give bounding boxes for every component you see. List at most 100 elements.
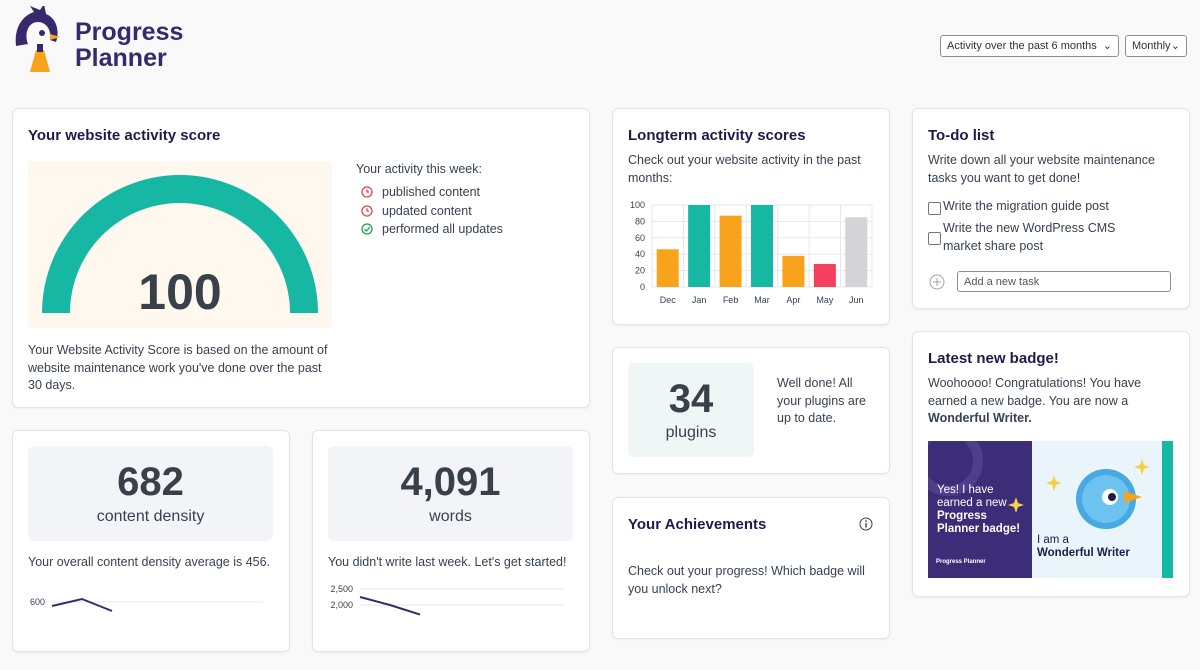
density-box: 682 content density xyxy=(28,446,273,541)
badge-caption: I am a Wonderful Writer xyxy=(1037,534,1130,560)
status-icon xyxy=(361,204,373,217)
select-value: Activity over the past 6 months xyxy=(947,40,1097,52)
density-value: 682 xyxy=(117,460,184,504)
bar xyxy=(782,255,805,287)
checkbox[interactable] xyxy=(928,202,941,215)
activity-label: updated content xyxy=(382,203,472,218)
message-intro: Yes! I have earned a new xyxy=(937,484,1007,509)
activity-label: performed all updates xyxy=(382,222,503,236)
y-tick-label: 80 xyxy=(635,216,645,226)
card-title: To-do list xyxy=(928,127,995,144)
y-tick-label: 100 xyxy=(630,200,645,210)
badge-image: Yes! I have earned a new Progress Planne… xyxy=(928,441,1173,578)
y-tick-label: 600 xyxy=(30,597,45,607)
activity-label: published content xyxy=(382,185,480,199)
bar xyxy=(688,205,711,287)
density-label: content density xyxy=(96,508,205,525)
x-tick-label: Feb xyxy=(723,295,739,305)
line xyxy=(359,596,421,616)
score: 100 xyxy=(138,264,222,320)
x-tick-label: Jun xyxy=(849,295,864,305)
week-title: Your activity this week: xyxy=(356,162,482,176)
badge-text: Woohoooo! Congratulations! You have earn… xyxy=(928,375,1173,428)
bar xyxy=(751,205,773,287)
line xyxy=(51,597,113,612)
longterm-card: Longterm activity scores Check out your … xyxy=(612,108,890,325)
badge-text: Woohoooo! Congratulations! You have earn… xyxy=(928,376,1142,408)
checkbox[interactable] xyxy=(928,232,941,245)
y-tick-label: 40 xyxy=(635,249,645,259)
description: Your Website Activity Score is based on … xyxy=(28,343,328,392)
todo-card: To-do list Write down all your website m… xyxy=(912,108,1190,309)
placeholder: Add a new task xyxy=(964,276,1040,288)
frequency-select[interactable]: Monthly ⌄ xyxy=(1125,35,1187,57)
x-tick-label: Mar xyxy=(754,295,770,305)
bar-chart: 0 20 40 60 80 100 Dec Jan Feb Mar Apr May Jun xyxy=(630,200,873,305)
bar xyxy=(719,215,742,287)
icon-ring xyxy=(361,186,373,198)
bar xyxy=(845,217,868,287)
words-text: You didn't write last week. Let's get st… xyxy=(328,555,567,569)
brand: Progress Planner xyxy=(936,559,986,565)
y-tick-label: 2,000 xyxy=(330,600,353,610)
badge-message: Yes! I have earned a new Progress Planne… xyxy=(937,484,1032,536)
info-icon[interactable] xyxy=(859,517,873,531)
card-title: Your website activity score xyxy=(28,127,221,144)
logo-line: Progress xyxy=(75,18,184,46)
status-icon xyxy=(361,223,373,235)
x-tick-label: May xyxy=(816,295,834,305)
line-chart: 600 xyxy=(30,597,263,612)
words-label: words xyxy=(429,508,472,525)
logo-icon xyxy=(15,6,60,72)
icon-ring xyxy=(361,223,373,235)
x-tick-label: Dec xyxy=(660,295,677,305)
task: Write the new WordPress CMS market share… xyxy=(943,221,1116,253)
badge-art xyxy=(928,441,1173,578)
page: Progress Planner Activity over the past … xyxy=(12,6,1190,652)
status-icon xyxy=(361,186,373,198)
icon-glyph xyxy=(364,226,371,232)
density-text: Your overall content density average is … xyxy=(28,555,271,569)
plugins-text: Well done! All your plugins are up to da… xyxy=(777,376,866,425)
gauge-bg: 100 xyxy=(28,161,332,328)
icon-glyph xyxy=(366,207,369,212)
description: Write down all your website maintenance … xyxy=(928,153,1155,185)
icon-glyph xyxy=(366,189,369,193)
task-input[interactable]: Add a new task xyxy=(957,271,1171,292)
y-tick-label: 60 xyxy=(635,233,645,243)
gauge-arc xyxy=(42,175,318,313)
card-title: Latest new badge! xyxy=(928,350,1059,367)
achievements-text: Check out your progress! Which badge wil… xyxy=(628,564,865,596)
x-tick-label: Jan xyxy=(692,295,707,305)
badge-name: Wonderful Writer. xyxy=(928,411,1032,425)
description: Check out your website activity in the p… xyxy=(628,153,861,185)
caption-name: Wonderful Writer xyxy=(1037,547,1130,559)
x-tick-label: Apr xyxy=(786,295,800,305)
icon-ring xyxy=(361,204,373,217)
logo-text: Progress Planner xyxy=(75,19,183,71)
words-value: 4,091 xyxy=(400,460,501,504)
achievements-card: Your Achievements Check out your progres… xyxy=(612,497,890,639)
period-select[interactable]: Activity over the past 6 months ⌄ xyxy=(940,35,1119,57)
activity-card: Your website activity score 100 Your act… xyxy=(12,108,590,408)
y-tick-label: 20 xyxy=(635,266,645,276)
bar xyxy=(813,264,836,287)
y-tick-label: 2,500 xyxy=(330,584,353,594)
badge-card: Latest new badge! Woohoooo! Congratulati… xyxy=(912,331,1190,597)
message-highlight: Progress Planner badge! xyxy=(937,510,1021,535)
add-button[interactable] xyxy=(929,274,945,290)
words-box: 4,091 words xyxy=(328,446,573,541)
line-chart: 2,500 2,000 xyxy=(330,584,563,616)
caption: I am a xyxy=(1037,534,1069,546)
plugins-box: 34 plugins xyxy=(628,363,754,457)
select-value: Monthly xyxy=(1132,40,1171,52)
task: Write the migration guide post xyxy=(943,199,1109,213)
plugins-label: plugins xyxy=(665,424,717,441)
card-title: Longterm activity scores xyxy=(628,127,806,144)
gauge xyxy=(42,175,318,313)
y-tick-label: 0 xyxy=(640,282,645,292)
card-title: Your Achievements xyxy=(628,516,767,533)
plugins-count: 34 xyxy=(668,377,714,421)
logo-line: Planner xyxy=(75,44,167,72)
bar xyxy=(656,249,679,287)
